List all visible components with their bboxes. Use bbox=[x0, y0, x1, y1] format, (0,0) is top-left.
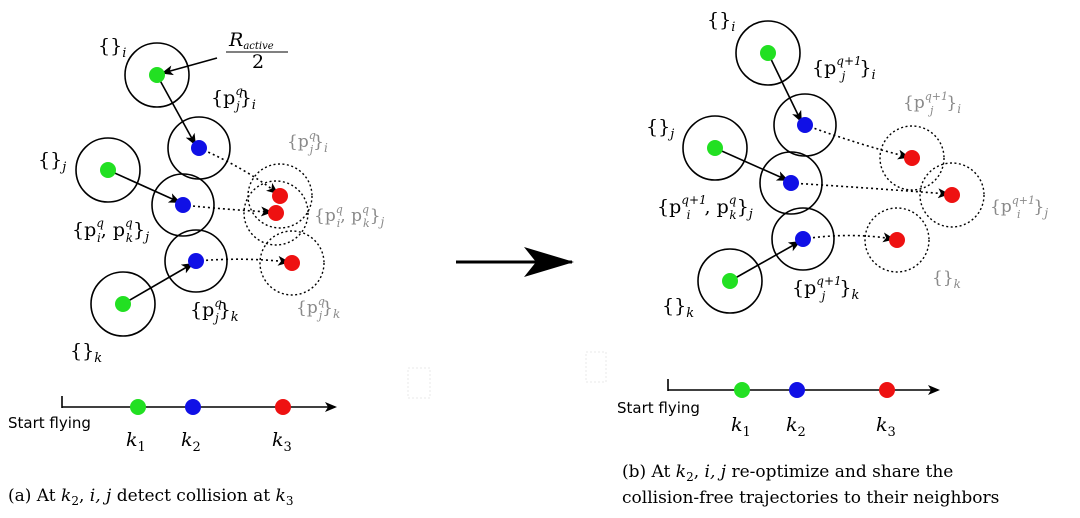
label-a-red-k: {pq j}k bbox=[296, 295, 340, 322]
collision-dot-k bbox=[284, 255, 300, 271]
safety-circle-b-k bbox=[697, 248, 763, 314]
arrow-b-j-to-blue bbox=[714, 147, 789, 181]
label-b-blue-k: {pq+1 j}k bbox=[792, 274, 859, 303]
timeline-a: Start flying k1 k2 k3 bbox=[8, 396, 337, 455]
collision-dot-j bbox=[268, 205, 284, 221]
timeline-b: Start flying k1 k2 k3 bbox=[617, 379, 940, 440]
predicted-circle-k bbox=[259, 230, 325, 296]
current-dot-k bbox=[188, 253, 204, 269]
start-dot-i bbox=[149, 67, 165, 83]
timeline-b-k3-label: k3 bbox=[876, 414, 896, 440]
caption-b-line2: collision-free trajectories to their nei… bbox=[622, 488, 999, 508]
radius-denominator: 2 bbox=[252, 51, 264, 73]
start-dot-b-j bbox=[707, 140, 723, 156]
label-b-i: {}i bbox=[707, 9, 735, 35]
label-b-k: {}k bbox=[662, 295, 694, 321]
safety-circle-b-j bbox=[682, 115, 748, 181]
label-b-red-k: {}k bbox=[932, 268, 961, 291]
label-b-blue-j: {pq+1 i, pq k}j bbox=[657, 193, 753, 222]
safety-circle-blue-k bbox=[164, 229, 228, 293]
collision-dot-i bbox=[272, 188, 288, 204]
predicted-dot-b-k bbox=[889, 232, 905, 248]
predicted-dot-b-j bbox=[944, 187, 960, 203]
timeline-b-k1-dot bbox=[734, 382, 750, 398]
safety-circle-i bbox=[124, 42, 190, 108]
timeline-a-k1-label: k1 bbox=[126, 429, 146, 455]
radius-pointer-arrow bbox=[161, 57, 218, 76]
current-dot-b-i bbox=[797, 117, 813, 133]
label-a-blue-j: {pq i, pq k}j bbox=[72, 216, 149, 245]
current-dot-j bbox=[175, 197, 191, 213]
timeline-a-k2-dot bbox=[185, 399, 201, 415]
label-a-k: {}k bbox=[70, 340, 102, 366]
placeholder-box-left bbox=[407, 367, 431, 399]
dotted-arrow-k bbox=[195, 255, 290, 266]
safety-circle-blue-j bbox=[151, 173, 215, 237]
timeline-b-k1-label: k1 bbox=[731, 414, 751, 440]
start-dot-b-k bbox=[722, 273, 738, 289]
safety-circle-k bbox=[90, 271, 156, 337]
current-dot-b-j bbox=[783, 175, 799, 191]
timeline-a-k1-dot bbox=[130, 399, 146, 415]
arrow-j-to-blue bbox=[107, 169, 181, 203]
current-dot-b-k bbox=[795, 231, 811, 247]
panel-a: {}i {}j {}k Ractive 2 {pq j}i {pq i, pq k}j… bbox=[8, 29, 385, 508]
timeline-a-k3-dot bbox=[275, 399, 291, 415]
safety-circle-b-blue-j bbox=[759, 151, 823, 215]
panel-b: {}i {}j {}k {pq+1 j}i {pq+1 i, pq k}j {pq+1… bbox=[617, 9, 1048, 508]
safety-circle-j bbox=[75, 137, 141, 203]
predicted-dot-b-i bbox=[904, 150, 920, 166]
predicted-circle-b-i bbox=[879, 125, 945, 191]
dotted-arrow-b-j bbox=[790, 182, 950, 199]
caption-b-line1: (b) At k2, i, j re-optimize and share th… bbox=[622, 462, 953, 484]
label-a-j: {}j bbox=[38, 149, 66, 175]
timeline-b-k2-dot bbox=[789, 382, 805, 398]
dotted-arrow-b-k bbox=[802, 232, 895, 243]
arrow-i-to-blue bbox=[156, 74, 196, 146]
label-a-red-j: {pq i, pq k}j bbox=[314, 203, 385, 230]
label-b-j: {}j bbox=[646, 116, 674, 142]
arrow-k-to-blue bbox=[122, 262, 194, 305]
timeline-b-k3-dot bbox=[879, 382, 895, 398]
timeline-b-start-label: Start flying bbox=[617, 399, 700, 417]
timeline-b-k2-label: k2 bbox=[786, 414, 806, 440]
label-a-red-i: {pq j}i bbox=[287, 129, 328, 156]
label-b-blue-i: {pq+1 j}i bbox=[812, 54, 876, 83]
arrow-b-k-to-blue bbox=[729, 241, 801, 282]
radius-fraction: Ractive 2 bbox=[226, 29, 288, 73]
timeline-a-k2-label: k2 bbox=[181, 429, 201, 455]
predicted-circle-b-k bbox=[864, 207, 930, 273]
timeline-a-k3-label: k3 bbox=[272, 429, 292, 455]
label-a-blue-i: {pq j}i bbox=[211, 84, 256, 113]
predicted-circle-i bbox=[247, 163, 313, 229]
predicted-circle-j bbox=[243, 180, 309, 246]
predicted-circle-b-j bbox=[919, 162, 985, 228]
safety-circle-b-i bbox=[735, 20, 801, 86]
timeline-a-start-label: Start flying bbox=[8, 414, 91, 432]
start-dot-b-i bbox=[760, 45, 776, 61]
dotted-arrow-j bbox=[182, 204, 273, 217]
arrow-b-i-to-blue bbox=[767, 52, 802, 123]
placeholder-box-right bbox=[585, 351, 607, 383]
start-dot-k bbox=[115, 296, 131, 312]
radius-numerator: Ractive bbox=[228, 29, 274, 52]
dotted-arrow-b-i bbox=[804, 124, 910, 160]
safety-circle-b-blue-k bbox=[771, 207, 835, 271]
caption-a: (a) At k2, i, j detect collision at k3 bbox=[8, 486, 293, 508]
label-a-blue-k: {pq j}k bbox=[190, 296, 239, 325]
dotted-arrow-i bbox=[198, 147, 279, 195]
label-a-i: {}i bbox=[98, 35, 126, 61]
current-dot-i bbox=[191, 140, 207, 156]
label-b-red-j: {pq+1 i}j bbox=[990, 194, 1048, 221]
start-dot-j bbox=[100, 162, 116, 178]
label-b-red-i: {pq+1 j}i bbox=[903, 90, 961, 117]
